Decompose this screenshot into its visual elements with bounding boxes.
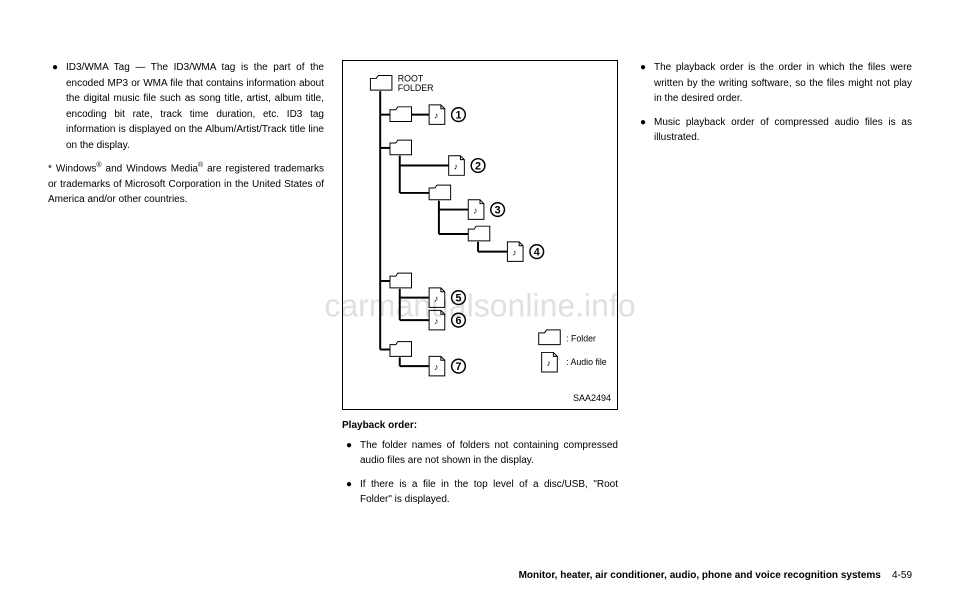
svg-text:4: 4 [534, 247, 540, 259]
bullet-marker: ● [342, 477, 360, 508]
folder-tree-diagram: ROOT FOLDER ♪ 1 [342, 60, 618, 410]
bullet-item: ● Music playback order of compressed aud… [636, 115, 912, 146]
bullet-marker: ● [48, 60, 66, 153]
legend-audio: : Audio file [566, 357, 607, 367]
root-label: ROOT [398, 73, 424, 83]
svg-text:♪: ♪ [434, 362, 438, 372]
svg-text:2: 2 [475, 160, 481, 172]
column-1: ● ID3/WMA Tag — The ID3/WMA tag is the p… [48, 60, 324, 516]
bullet-item: ● ID3/WMA Tag — The ID3/WMA tag is the p… [48, 60, 324, 153]
bullet-text: ID3/WMA Tag — The ID3/WMA tag is the par… [66, 60, 324, 153]
trademark-note: * Windows® and Windows Media® are regist… [48, 161, 324, 208]
page-footer: Monitor, heater, air conditioner, audio,… [519, 570, 912, 581]
bullet-text: Music playback order of compressed audio… [654, 115, 912, 146]
page-number: 4-59 [892, 570, 912, 581]
svg-text:♪: ♪ [434, 111, 438, 121]
column-3: ● The playback order is the order in whi… [636, 60, 912, 516]
svg-text:♪: ♪ [434, 316, 438, 326]
bullet-marker: ● [342, 438, 360, 469]
bullet-marker: ● [636, 115, 654, 146]
svg-text:7: 7 [455, 361, 461, 373]
bullet-marker: ● [636, 60, 654, 107]
column-2: ROOT FOLDER ♪ 1 [342, 60, 618, 516]
svg-text:5: 5 [455, 293, 461, 305]
bullet-text: If there is a file in the top level of a… [360, 477, 618, 508]
legend-folder: : Folder [566, 334, 596, 344]
playback-heading: Playback order: [342, 418, 618, 434]
bullet-item: ● The playback order is the order in whi… [636, 60, 912, 107]
svg-text:1: 1 [455, 110, 461, 122]
svg-text:♪: ♪ [473, 205, 477, 215]
svg-text:♪: ♪ [434, 294, 438, 304]
tree-svg: ROOT FOLDER ♪ 1 [343, 61, 617, 409]
bullet-item: ● The folder names of folders not contai… [342, 438, 618, 469]
svg-text:3: 3 [495, 204, 501, 216]
footer-section: Monitor, heater, air conditioner, audio,… [519, 570, 881, 581]
bullet-text: The folder names of folders not containi… [360, 438, 618, 469]
bullet-text: The playback order is the order in which… [654, 60, 912, 107]
svg-text:♪: ♪ [512, 248, 516, 258]
diagram-id: SAA2494 [573, 392, 611, 406]
bullet-item: ● If there is a file in the top level of… [342, 477, 618, 508]
svg-text:♪: ♪ [547, 358, 551, 368]
svg-text:6: 6 [455, 315, 461, 327]
svg-text:♪: ♪ [454, 161, 458, 171]
root-label-2: FOLDER [398, 83, 434, 93]
